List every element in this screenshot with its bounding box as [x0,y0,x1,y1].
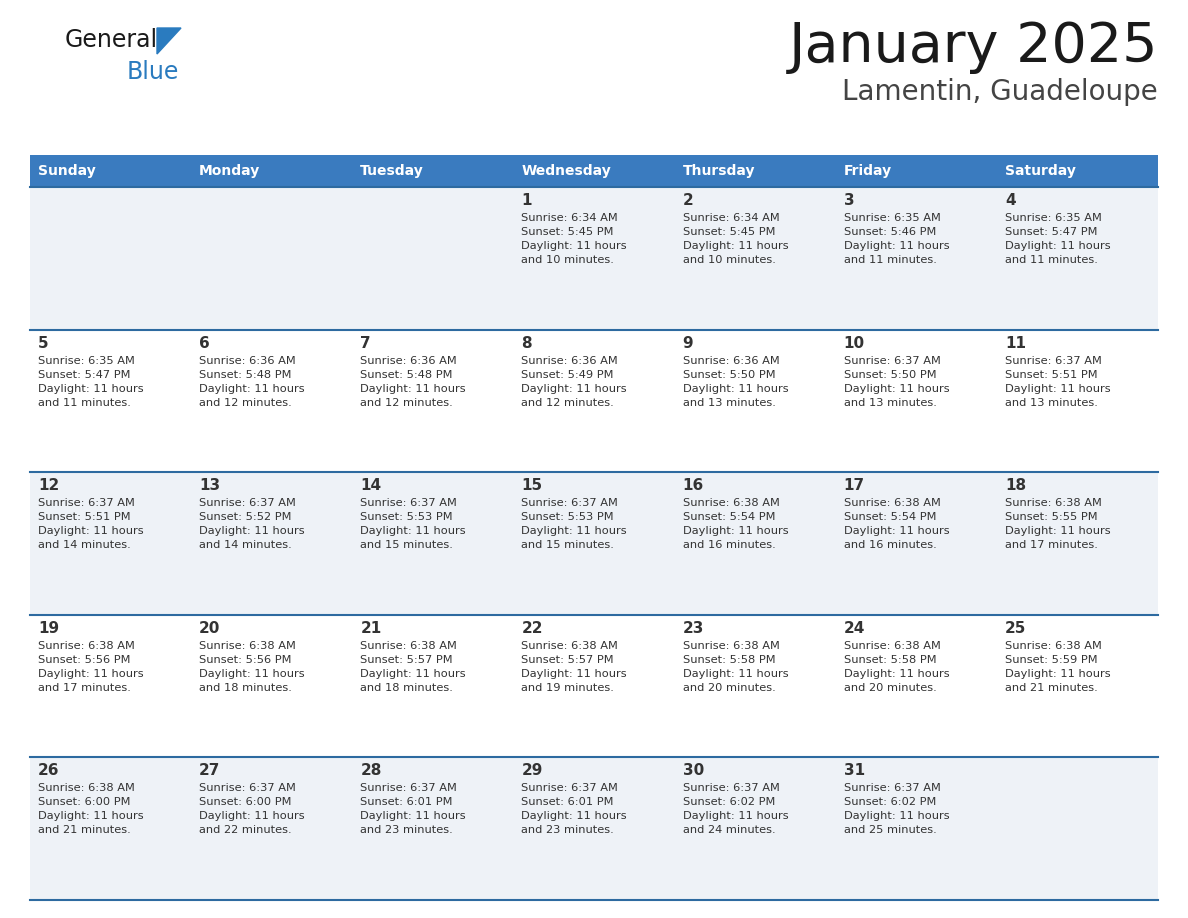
Text: Thursday: Thursday [683,164,756,178]
Text: Sunrise: 6:35 AM
Sunset: 5:47 PM
Daylight: 11 hours
and 11 minutes.: Sunrise: 6:35 AM Sunset: 5:47 PM Dayligh… [38,355,144,408]
Text: Sunrise: 6:38 AM
Sunset: 5:59 PM
Daylight: 11 hours
and 21 minutes.: Sunrise: 6:38 AM Sunset: 5:59 PM Dayligh… [1005,641,1111,693]
Text: 3: 3 [843,193,854,208]
Polygon shape [157,28,181,54]
Text: Sunrise: 6:38 AM
Sunset: 5:57 PM
Daylight: 11 hours
and 18 minutes.: Sunrise: 6:38 AM Sunset: 5:57 PM Dayligh… [360,641,466,693]
FancyBboxPatch shape [191,155,353,187]
Text: Sunrise: 6:37 AM
Sunset: 6:00 PM
Daylight: 11 hours
and 22 minutes.: Sunrise: 6:37 AM Sunset: 6:00 PM Dayligh… [200,783,305,835]
Text: Sunrise: 6:36 AM
Sunset: 5:50 PM
Daylight: 11 hours
and 13 minutes.: Sunrise: 6:36 AM Sunset: 5:50 PM Dayligh… [683,355,789,408]
Text: 28: 28 [360,764,381,778]
Text: Wednesday: Wednesday [522,164,612,178]
Text: Sunrise: 6:37 AM
Sunset: 6:01 PM
Daylight: 11 hours
and 23 minutes.: Sunrise: 6:37 AM Sunset: 6:01 PM Dayligh… [360,783,466,835]
Text: 20: 20 [200,621,221,636]
Text: 31: 31 [843,764,865,778]
Text: Sunrise: 6:37 AM
Sunset: 6:01 PM
Daylight: 11 hours
and 23 minutes.: Sunrise: 6:37 AM Sunset: 6:01 PM Dayligh… [522,783,627,835]
Text: General: General [65,28,158,52]
Text: 30: 30 [683,764,703,778]
Text: Sunrise: 6:38 AM
Sunset: 5:58 PM
Daylight: 11 hours
and 20 minutes.: Sunrise: 6:38 AM Sunset: 5:58 PM Dayligh… [843,641,949,693]
Text: Saturday: Saturday [1005,164,1076,178]
Text: 29: 29 [522,764,543,778]
Text: Sunrise: 6:34 AM
Sunset: 5:45 PM
Daylight: 11 hours
and 10 minutes.: Sunrise: 6:34 AM Sunset: 5:45 PM Dayligh… [683,213,789,265]
Text: Sunrise: 6:35 AM
Sunset: 5:46 PM
Daylight: 11 hours
and 11 minutes.: Sunrise: 6:35 AM Sunset: 5:46 PM Dayligh… [843,213,949,265]
Text: Sunrise: 6:37 AM
Sunset: 5:51 PM
Daylight: 11 hours
and 14 minutes.: Sunrise: 6:37 AM Sunset: 5:51 PM Dayligh… [38,498,144,550]
Text: 1: 1 [522,193,532,208]
Text: Sunrise: 6:38 AM
Sunset: 5:57 PM
Daylight: 11 hours
and 19 minutes.: Sunrise: 6:38 AM Sunset: 5:57 PM Dayligh… [522,641,627,693]
Text: Lamentin, Guadeloupe: Lamentin, Guadeloupe [842,78,1158,106]
Text: Sunrise: 6:38 AM
Sunset: 5:55 PM
Daylight: 11 hours
and 17 minutes.: Sunrise: 6:38 AM Sunset: 5:55 PM Dayligh… [1005,498,1111,550]
Text: Sunrise: 6:38 AM
Sunset: 5:54 PM
Daylight: 11 hours
and 16 minutes.: Sunrise: 6:38 AM Sunset: 5:54 PM Dayligh… [843,498,949,550]
FancyBboxPatch shape [997,155,1158,187]
Text: Sunrise: 6:36 AM
Sunset: 5:49 PM
Daylight: 11 hours
and 12 minutes.: Sunrise: 6:36 AM Sunset: 5:49 PM Dayligh… [522,355,627,408]
Text: January 2025: January 2025 [789,20,1158,74]
Text: Sunrise: 6:38 AM
Sunset: 5:56 PM
Daylight: 11 hours
and 18 minutes.: Sunrise: 6:38 AM Sunset: 5:56 PM Dayligh… [200,641,305,693]
FancyBboxPatch shape [30,615,1158,757]
Text: Sunrise: 6:38 AM
Sunset: 5:54 PM
Daylight: 11 hours
and 16 minutes.: Sunrise: 6:38 AM Sunset: 5:54 PM Dayligh… [683,498,789,550]
Text: 14: 14 [360,478,381,493]
Text: Sunrise: 6:36 AM
Sunset: 5:48 PM
Daylight: 11 hours
and 12 minutes.: Sunrise: 6:36 AM Sunset: 5:48 PM Dayligh… [200,355,305,408]
FancyBboxPatch shape [30,472,1158,615]
Text: 6: 6 [200,336,210,351]
Text: Sunrise: 6:38 AM
Sunset: 5:56 PM
Daylight: 11 hours
and 17 minutes.: Sunrise: 6:38 AM Sunset: 5:56 PM Dayligh… [38,641,144,693]
Text: 23: 23 [683,621,704,636]
Text: 7: 7 [360,336,371,351]
Text: 2: 2 [683,193,694,208]
Text: Sunrise: 6:37 AM
Sunset: 5:52 PM
Daylight: 11 hours
and 14 minutes.: Sunrise: 6:37 AM Sunset: 5:52 PM Dayligh… [200,498,305,550]
Text: Sunrise: 6:37 AM
Sunset: 5:50 PM
Daylight: 11 hours
and 13 minutes.: Sunrise: 6:37 AM Sunset: 5:50 PM Dayligh… [843,355,949,408]
FancyBboxPatch shape [353,155,513,187]
Text: Sunrise: 6:37 AM
Sunset: 5:53 PM
Daylight: 11 hours
and 15 minutes.: Sunrise: 6:37 AM Sunset: 5:53 PM Dayligh… [360,498,466,550]
Text: 10: 10 [843,336,865,351]
Text: Friday: Friday [843,164,892,178]
Text: Sunrise: 6:37 AM
Sunset: 5:51 PM
Daylight: 11 hours
and 13 minutes.: Sunrise: 6:37 AM Sunset: 5:51 PM Dayligh… [1005,355,1111,408]
Text: 5: 5 [38,336,49,351]
Text: Sunrise: 6:36 AM
Sunset: 5:48 PM
Daylight: 11 hours
and 12 minutes.: Sunrise: 6:36 AM Sunset: 5:48 PM Dayligh… [360,355,466,408]
FancyBboxPatch shape [513,155,675,187]
Text: Sunrise: 6:37 AM
Sunset: 6:02 PM
Daylight: 11 hours
and 24 minutes.: Sunrise: 6:37 AM Sunset: 6:02 PM Dayligh… [683,783,789,835]
FancyBboxPatch shape [675,155,835,187]
FancyBboxPatch shape [30,330,1158,472]
Text: 25: 25 [1005,621,1026,636]
Text: Sunday: Sunday [38,164,96,178]
Text: 4: 4 [1005,193,1016,208]
Text: 16: 16 [683,478,703,493]
Text: 21: 21 [360,621,381,636]
FancyBboxPatch shape [30,155,191,187]
Text: 27: 27 [200,764,221,778]
Text: 24: 24 [843,621,865,636]
Text: Sunrise: 6:38 AM
Sunset: 6:00 PM
Daylight: 11 hours
and 21 minutes.: Sunrise: 6:38 AM Sunset: 6:00 PM Dayligh… [38,783,144,835]
FancyBboxPatch shape [835,155,997,187]
Text: 26: 26 [38,764,59,778]
Text: Sunrise: 6:37 AM
Sunset: 5:53 PM
Daylight: 11 hours
and 15 minutes.: Sunrise: 6:37 AM Sunset: 5:53 PM Dayligh… [522,498,627,550]
Text: Tuesday: Tuesday [360,164,424,178]
Text: 17: 17 [843,478,865,493]
Text: 8: 8 [522,336,532,351]
Text: 9: 9 [683,336,694,351]
Text: Monday: Monday [200,164,260,178]
Text: Sunrise: 6:35 AM
Sunset: 5:47 PM
Daylight: 11 hours
and 11 minutes.: Sunrise: 6:35 AM Sunset: 5:47 PM Dayligh… [1005,213,1111,265]
Text: 15: 15 [522,478,543,493]
Text: Sunrise: 6:34 AM
Sunset: 5:45 PM
Daylight: 11 hours
and 10 minutes.: Sunrise: 6:34 AM Sunset: 5:45 PM Dayligh… [522,213,627,265]
FancyBboxPatch shape [30,757,1158,900]
Text: Sunrise: 6:37 AM
Sunset: 6:02 PM
Daylight: 11 hours
and 25 minutes.: Sunrise: 6:37 AM Sunset: 6:02 PM Dayligh… [843,783,949,835]
Text: 19: 19 [38,621,59,636]
Text: Blue: Blue [127,60,179,84]
Text: 12: 12 [38,478,59,493]
Text: 22: 22 [522,621,543,636]
Text: Sunrise: 6:38 AM
Sunset: 5:58 PM
Daylight: 11 hours
and 20 minutes.: Sunrise: 6:38 AM Sunset: 5:58 PM Dayligh… [683,641,789,693]
Text: 18: 18 [1005,478,1026,493]
Text: 11: 11 [1005,336,1026,351]
Text: 13: 13 [200,478,220,493]
FancyBboxPatch shape [30,187,1158,330]
